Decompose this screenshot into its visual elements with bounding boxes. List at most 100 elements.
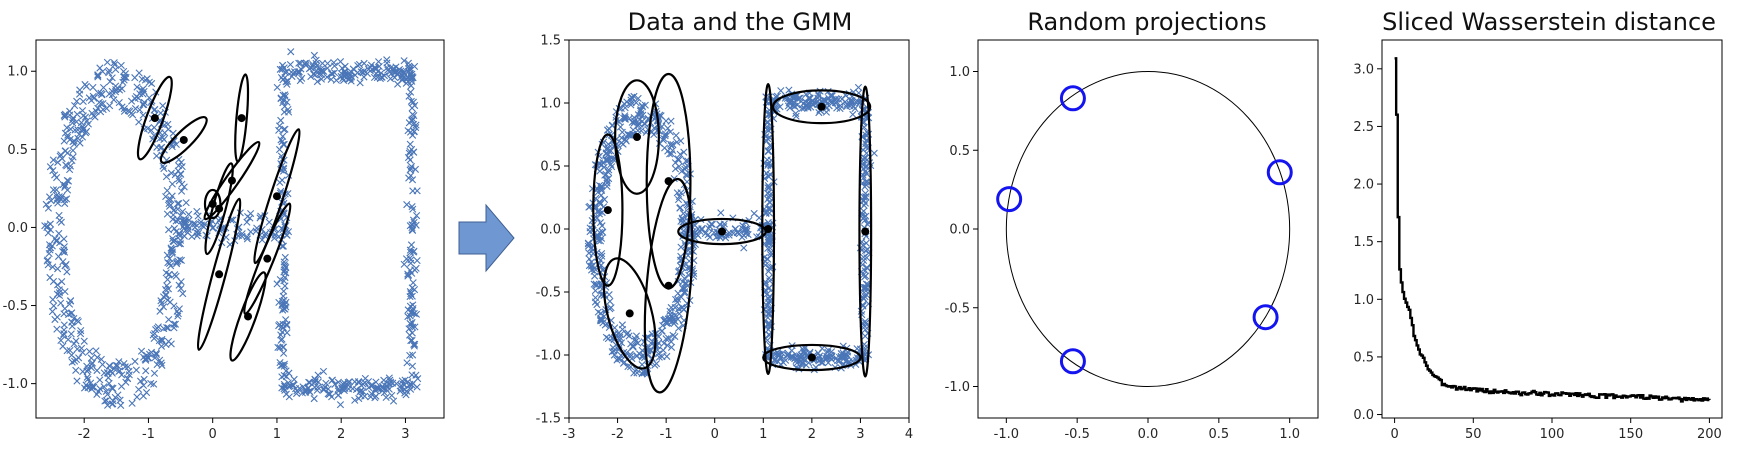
data-point [785, 86, 793, 94]
data-point [61, 199, 69, 208]
data-point [859, 159, 868, 167]
panel-2-points [584, 83, 878, 378]
data-point [54, 252, 63, 261]
data-point [301, 388, 310, 396]
data-point [663, 352, 671, 360]
data-point [322, 379, 330, 387]
data-point [280, 165, 288, 173]
data-point [53, 174, 61, 182]
data-point [777, 87, 785, 95]
data-point [100, 383, 108, 391]
data-point [671, 304, 679, 312]
data-point [863, 263, 871, 272]
x-tick-label: 0 [711, 427, 719, 442]
data-point [175, 281, 183, 289]
data-point [351, 396, 359, 404]
data-point [405, 62, 413, 70]
y-tick-label: -0.5 [3, 299, 28, 314]
panel-2-data-and-gmm: Data and the GMM -3 -2 -1 0 1 2 3 4 -1.5 -1.0 -0.5… [536, 8, 914, 442]
data-point [163, 282, 171, 290]
data-point [281, 262, 289, 270]
data-point [77, 119, 86, 127]
gmm-ellipse [196, 197, 242, 351]
data-point [164, 296, 172, 304]
y-tick-label: 0.5 [540, 160, 561, 175]
data-point [604, 334, 612, 343]
data-point [313, 78, 321, 86]
data-point [862, 280, 870, 288]
gmm-ellipse [159, 116, 208, 164]
data-point [80, 384, 89, 392]
unit-circle [1005, 71, 1291, 387]
projection-marker [1059, 348, 1086, 375]
data-point [280, 140, 288, 149]
data-point [334, 387, 343, 395]
data-point [124, 374, 132, 382]
data-point [392, 68, 400, 76]
data-point [410, 111, 418, 120]
data-point [739, 222, 747, 230]
data-point [60, 243, 68, 251]
panel-4-sliced-wasserstein: Sliced Wasserstein distance 0 50 100 150 200… [1353, 8, 1723, 442]
data-point [400, 73, 408, 81]
data-point [278, 300, 286, 308]
gmm-ellipse [602, 257, 657, 370]
data-point [49, 277, 58, 286]
data-point [131, 74, 139, 82]
x-tick-label: -1 [142, 427, 155, 442]
gmm-center [237, 114, 246, 123]
data-point [406, 385, 415, 393]
data-point [332, 76, 340, 84]
data-point [49, 167, 57, 175]
data-point [48, 307, 57, 316]
data-point [596, 199, 604, 207]
data-point [63, 124, 71, 132]
data-point [277, 323, 286, 331]
data-point [620, 114, 628, 122]
data-point [174, 310, 182, 318]
gmm-center [272, 192, 281, 201]
data-point [409, 205, 417, 213]
data-point [729, 229, 738, 237]
data-point [152, 350, 161, 359]
projection-marker [996, 186, 1023, 213]
data-point [704, 231, 712, 239]
data-point [312, 56, 320, 64]
gmm-center [208, 200, 217, 209]
x-tick-label: 3 [401, 427, 409, 442]
data-point [71, 101, 79, 110]
data-point [310, 70, 318, 78]
data-point [164, 120, 172, 128]
data-point [357, 386, 365, 395]
data-point [137, 347, 146, 355]
data-point [115, 98, 123, 107]
data-point [677, 137, 685, 145]
data-point [355, 378, 363, 387]
data-point [406, 246, 414, 254]
data-point [135, 385, 143, 394]
gmm-ellipse [253, 128, 301, 265]
data-point [180, 183, 188, 191]
data-point [160, 324, 168, 333]
data-point [406, 140, 414, 148]
data-point [382, 393, 390, 402]
data-point [150, 369, 159, 377]
data-point [849, 110, 857, 119]
data-point [636, 107, 645, 115]
data-point [776, 103, 784, 111]
data-point [638, 353, 646, 361]
data-point [87, 385, 96, 393]
y-tick-label: 3.0 [1353, 62, 1374, 77]
data-point [323, 64, 332, 72]
data-point [319, 367, 328, 375]
gmm-ellipse [229, 271, 267, 362]
data-point [167, 244, 175, 252]
data-point [96, 385, 104, 393]
data-point [70, 340, 78, 348]
data-point [280, 268, 288, 276]
data-point [164, 196, 173, 204]
data-point [79, 125, 87, 134]
data-point [60, 235, 68, 243]
data-point [635, 119, 643, 127]
gmm-center [633, 133, 641, 142]
